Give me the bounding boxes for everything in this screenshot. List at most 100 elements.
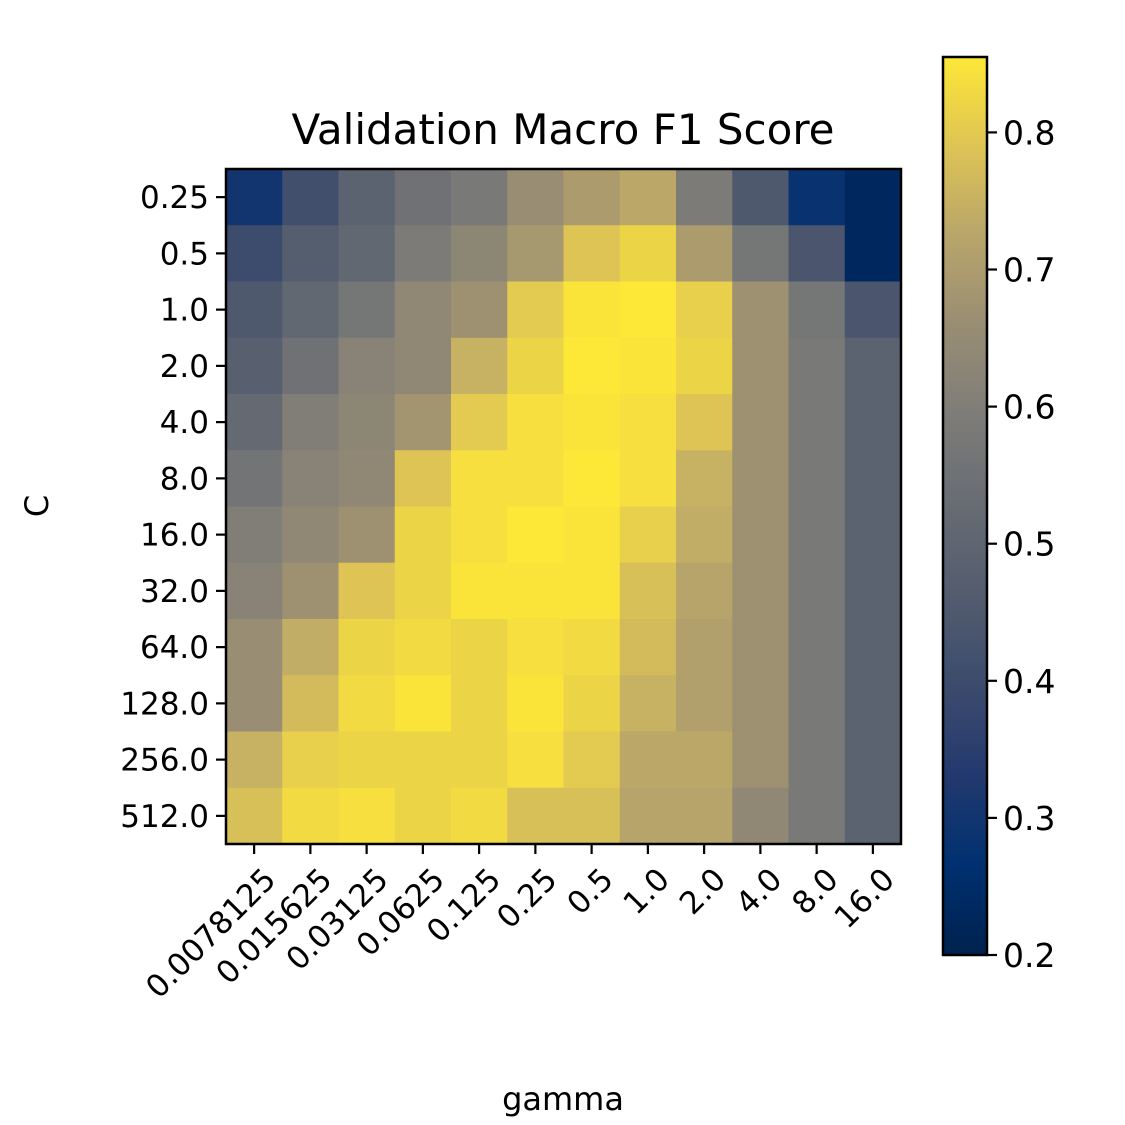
heatmap-cell <box>282 169 340 226</box>
x-axis: 0.00781250.0156250.031250.06250.1250.250… <box>139 844 902 1006</box>
heatmap-cell <box>507 506 565 564</box>
heatmap-cell <box>788 787 846 845</box>
heatmap-cell <box>226 225 283 283</box>
heatmap-cell <box>676 731 733 789</box>
y-tick-label: 512.0 <box>120 799 209 835</box>
heatmap-cell <box>563 619 621 676</box>
x-tick-label: 2.0 <box>673 862 733 922</box>
heatmap-cell <box>732 506 790 564</box>
y-tick-label: 32.0 <box>140 574 209 610</box>
heatmap-cell <box>507 169 565 226</box>
heatmap-cell <box>732 450 790 508</box>
heatmap-cell <box>226 787 283 845</box>
heatmap-cell <box>788 562 846 620</box>
heatmap-cell <box>788 731 846 789</box>
heatmap-cell <box>563 225 621 283</box>
heatmap-cell <box>226 562 283 620</box>
heatmap-cell <box>394 562 452 620</box>
heatmap-cell <box>507 619 565 676</box>
heatmap-cell <box>282 731 340 789</box>
x-tick-label: 1.0 <box>617 862 677 922</box>
x-tick-label: 16.0 <box>828 862 902 936</box>
heatmap-cell <box>844 281 902 339</box>
heatmap-cell <box>732 337 790 395</box>
heatmap-cell <box>619 506 677 564</box>
heatmap-cell <box>451 281 508 339</box>
heatmap-cell <box>676 225 733 283</box>
heatmap-cell <box>507 787 565 845</box>
heatmap-cell <box>619 225 677 283</box>
colorbar-tick-label: 0.7 <box>1003 251 1055 290</box>
heatmap-cell <box>226 394 283 451</box>
heatmap-cell <box>563 731 621 789</box>
heatmap-cell <box>282 281 340 339</box>
heatmap-cell <box>282 506 340 564</box>
heatmap-cell <box>507 450 565 508</box>
heatmap-cell <box>451 675 508 733</box>
heatmap-cell <box>394 394 452 451</box>
heatmap-cell <box>619 281 677 339</box>
heatmap-cell <box>563 450 621 508</box>
heatmap-cell <box>226 281 283 339</box>
heatmap-cell <box>451 619 508 676</box>
colorbar-ticks: 0.2 0.3 0.4 0.5 0.6 0.7 0.8 <box>987 113 1055 975</box>
heatmap-cell <box>788 281 846 339</box>
heatmap-cell <box>394 787 452 845</box>
colorbar-tick-label: 0.6 <box>1003 388 1055 427</box>
heatmap-cell <box>338 619 396 676</box>
heatmap-cell <box>676 394 733 451</box>
colorbar-tick-label: 0.4 <box>1003 662 1055 701</box>
y-tick-label: 16.0 <box>140 518 209 554</box>
heatmap-cell <box>788 619 846 676</box>
y-axis: 0.25 0.5 1.0 2.0 4.0 8.0 16.0 32.0 64.0 128.0 256.… <box>120 180 226 835</box>
heatmap-cell <box>563 787 621 845</box>
heatmap-cell <box>676 562 733 620</box>
heatmap-cell <box>732 169 790 226</box>
heatmap-cell <box>282 562 340 620</box>
heatmap-cell <box>788 169 846 226</box>
heatmap-cell <box>563 337 621 395</box>
x-tick-label: 0.25 <box>490 862 564 936</box>
heatmap-cell <box>226 731 283 789</box>
heatmap-cell <box>732 562 790 620</box>
y-tick-label: 64.0 <box>140 630 209 666</box>
heatmap-cell <box>282 787 340 845</box>
heatmap-cell <box>451 562 508 620</box>
heatmap-cell <box>676 675 733 733</box>
heatmap-cell <box>844 675 902 733</box>
heatmap-cell <box>619 731 677 789</box>
heatmap-cell <box>507 562 565 620</box>
heatmap-cell <box>788 450 846 508</box>
y-tick-label: 0.25 <box>140 180 209 216</box>
heatmap-cell <box>619 619 677 676</box>
heatmap-cell <box>338 337 396 395</box>
heatmap-cell <box>507 394 565 451</box>
heatmap-cell <box>451 731 508 789</box>
heatmap-cell <box>282 394 340 451</box>
heatmap-cell <box>451 169 508 226</box>
heatmap-cell <box>563 281 621 339</box>
heatmap-cell <box>732 394 790 451</box>
heatmap-cell <box>226 619 283 676</box>
heatmap-cell <box>676 450 733 508</box>
heatmap-cell <box>619 394 677 451</box>
heatmap-cell <box>394 675 452 733</box>
y-tick-label: 1.0 <box>160 293 209 329</box>
heatmap-cell <box>338 169 396 226</box>
heatmap-cell <box>338 562 396 620</box>
heatmap-cell <box>282 225 340 283</box>
heatmap-cell <box>507 281 565 339</box>
x-tick-label: 0.5 <box>560 862 620 922</box>
y-tick-label: 0.5 <box>160 236 209 272</box>
heatmap-cell <box>732 281 790 339</box>
heatmap-cell <box>732 619 790 676</box>
heatmap-cell <box>844 731 902 789</box>
heatmap-cell <box>338 675 396 733</box>
heatmap-cells <box>226 169 902 845</box>
heatmap-cell <box>394 281 452 339</box>
heatmap-cell <box>788 225 846 283</box>
heatmap-cell <box>451 506 508 564</box>
heatmap-cell <box>282 675 340 733</box>
heatmap-cell <box>619 562 677 620</box>
